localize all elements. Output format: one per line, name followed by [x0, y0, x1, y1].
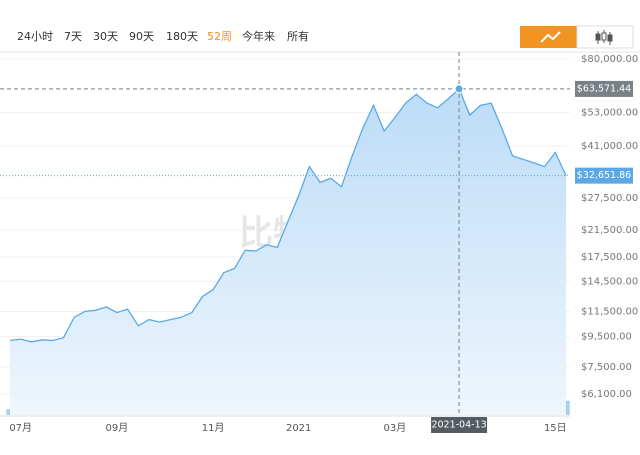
y-tick-label: $27,500.00 [581, 193, 638, 204]
range-tab[interactable]: 180天 [166, 30, 198, 43]
y-tick-label: $7,500.00 [581, 362, 632, 373]
crosshair-date-label: 2021-04-13 [431, 420, 486, 431]
price-area [10, 88, 566, 416]
y-tick-label: $53,000.00 [581, 108, 638, 119]
x-tick-label: 11月 [202, 422, 225, 434]
range-tab[interactable]: 所有 [287, 29, 309, 43]
plot: $80,000.00 $53,000.00 $41,000.00 $27,500.00… [0, 52, 638, 434]
line-icon [540, 31, 561, 43]
crosshair-date-box [431, 417, 488, 433]
crosshair-value-label: $63,571.44 [577, 83, 631, 94]
tabs: 24小时 7天 30天 90天 180天 52周 今年来 所有 [17, 29, 309, 43]
y-tick-label: $6,100.00 [581, 389, 632, 400]
x-tick-label: 2021 [286, 423, 311, 434]
y-tick-label: $41,000.00 [581, 141, 638, 152]
crosshair-value-box [575, 80, 633, 97]
x-tick-label: 07月 [9, 422, 32, 434]
range-tab[interactable]: 90天 [129, 30, 154, 43]
last-value-label: $32,651.86 [577, 170, 631, 181]
range-tab[interactable]: 24小时 [17, 30, 53, 43]
line-chart-button[interactable] [520, 26, 577, 48]
y-tick-label: $21,500.00 [581, 225, 638, 236]
y-tick-label: $11,500.00 [581, 306, 638, 317]
range-tab[interactable]: 30天 [93, 30, 118, 43]
range-tab[interactable]: 52周 [207, 30, 232, 43]
last-value-box [575, 167, 633, 184]
y-tick-label: $14,500.00 [581, 276, 638, 287]
y-tick-label: $80,000.00 [581, 54, 638, 65]
x-tick-label: 15日 [544, 423, 567, 434]
y-tick-label: $9,500.00 [581, 331, 632, 342]
x-tick-label: 03月 [384, 422, 407, 434]
price-line [9, 87, 567, 343]
range-tab[interactable]: 7天 [64, 30, 82, 43]
crosshair-point [454, 84, 464, 94]
y-tick-label: $17,500.00 [581, 252, 638, 263]
candle-icon [595, 30, 613, 45]
range-tab[interactable]: 今年来 [242, 29, 275, 43]
x-tick-label: 09月 [106, 422, 129, 434]
